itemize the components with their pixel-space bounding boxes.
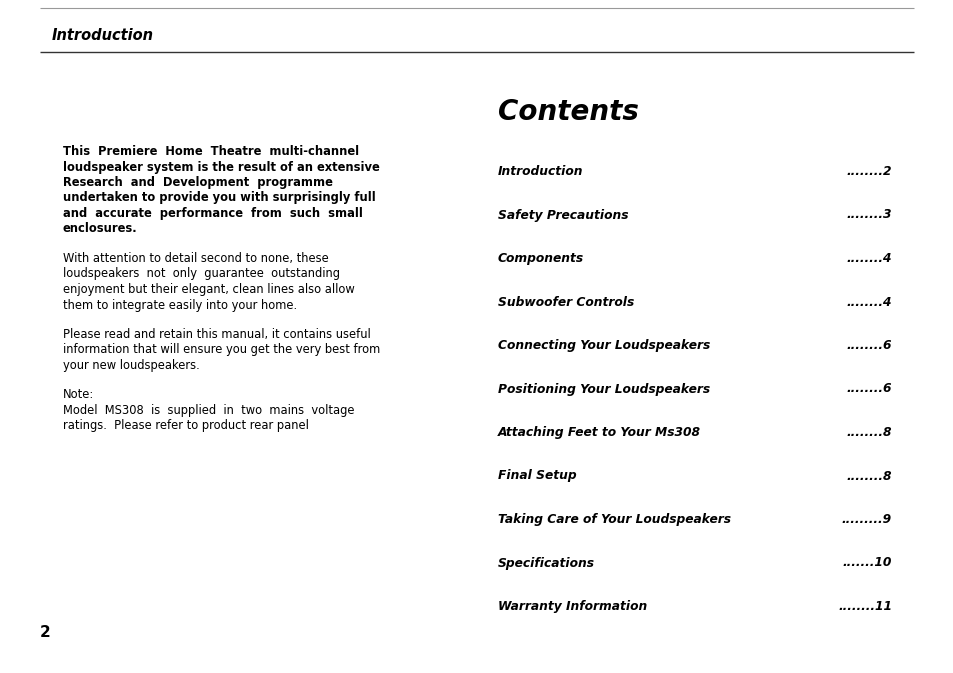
Text: Safety Precautions: Safety Precautions: [497, 209, 628, 221]
Text: .........9: .........9: [841, 513, 891, 526]
Text: loudspeakers  not  only  guarantee  outstanding: loudspeakers not only guarantee outstand…: [63, 267, 339, 281]
Text: Taking Care of Your Loudspeakers: Taking Care of Your Loudspeakers: [497, 513, 730, 526]
Text: loudspeaker system is the result of an extensive: loudspeaker system is the result of an e…: [63, 160, 379, 174]
Text: Note:: Note:: [63, 388, 94, 402]
Text: enclosures.: enclosures.: [63, 223, 137, 236]
Text: and  accurate  performance  from  such  small: and accurate performance from such small: [63, 207, 362, 220]
Text: Final Setup: Final Setup: [497, 470, 576, 483]
Text: ........6: ........6: [845, 382, 891, 396]
Text: ........4: ........4: [845, 252, 891, 265]
Text: This  Premiere  Home  Theatre  multi-channel: This Premiere Home Theatre multi-channel: [63, 145, 358, 158]
Text: undertaken to provide you with surprisingly full: undertaken to provide you with surprisin…: [63, 192, 375, 205]
Text: ........11: ........11: [837, 600, 891, 613]
Text: ........3: ........3: [845, 209, 891, 221]
Text: Subwoofer Controls: Subwoofer Controls: [497, 295, 634, 308]
Text: Introduction: Introduction: [497, 165, 583, 178]
Text: them to integrate easily into your home.: them to integrate easily into your home.: [63, 299, 296, 312]
Text: ........4: ........4: [845, 295, 891, 308]
Text: Components: Components: [497, 252, 583, 265]
Text: Please read and retain this manual, it contains useful: Please read and retain this manual, it c…: [63, 328, 371, 341]
Text: 2: 2: [40, 625, 51, 640]
Text: enjoyment but their elegant, clean lines also allow: enjoyment but their elegant, clean lines…: [63, 283, 355, 296]
Text: ........8: ........8: [845, 426, 891, 439]
Text: ratings.  Please refer to product rear panel: ratings. Please refer to product rear pa…: [63, 419, 309, 433]
Text: ........6: ........6: [845, 339, 891, 352]
Text: With attention to detail second to none, these: With attention to detail second to none,…: [63, 252, 329, 265]
Text: Contents: Contents: [497, 98, 639, 126]
Text: ........8: ........8: [845, 470, 891, 483]
Text: Positioning Your Loudspeakers: Positioning Your Loudspeakers: [497, 382, 709, 396]
Text: ........2: ........2: [845, 165, 891, 178]
Text: Connecting Your Loudspeakers: Connecting Your Loudspeakers: [497, 339, 709, 352]
Text: Model  MS308  is  supplied  in  two  mains  voltage: Model MS308 is supplied in two mains vol…: [63, 404, 355, 417]
Text: .......10: .......10: [841, 557, 891, 569]
Text: information that will ensure you get the very best from: information that will ensure you get the…: [63, 343, 380, 357]
Text: Attaching Feet to Your Ms308: Attaching Feet to Your Ms308: [497, 426, 700, 439]
Text: Warranty Information: Warranty Information: [497, 600, 646, 613]
Text: your new loudspeakers.: your new loudspeakers.: [63, 359, 199, 372]
Text: Specifications: Specifications: [497, 557, 595, 569]
Text: Introduction: Introduction: [52, 28, 153, 43]
Text: Research  and  Development  programme: Research and Development programme: [63, 176, 333, 189]
